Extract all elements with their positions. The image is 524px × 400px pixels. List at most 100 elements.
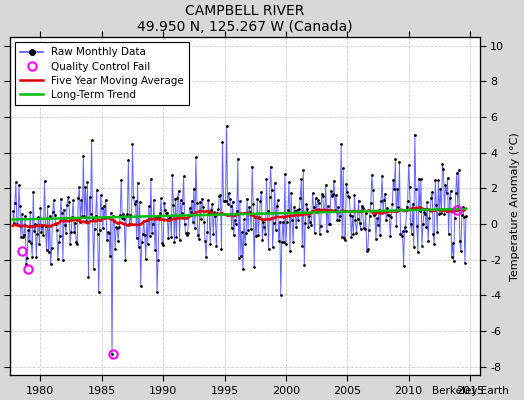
Point — [290, 204, 298, 210]
Point — [389, 176, 398, 183]
Point — [76, 219, 84, 226]
Point — [281, 171, 289, 177]
Point — [381, 190, 389, 197]
Point — [211, 213, 220, 219]
Point — [354, 198, 363, 204]
Point — [228, 198, 237, 205]
Point — [204, 197, 212, 203]
Point — [8, 208, 17, 214]
Point — [392, 223, 400, 230]
Point — [320, 208, 328, 215]
Point — [412, 186, 420, 192]
Point — [396, 231, 405, 237]
Point — [268, 244, 277, 251]
Point — [413, 222, 421, 229]
Point — [366, 213, 374, 220]
Point — [34, 214, 42, 220]
Point — [187, 208, 195, 215]
Point — [84, 274, 93, 280]
Point — [376, 232, 384, 238]
Point — [158, 240, 166, 247]
Point — [407, 221, 415, 227]
Point — [66, 241, 74, 247]
Point — [46, 213, 54, 220]
Point — [321, 207, 329, 213]
Point — [221, 198, 229, 204]
Point — [193, 200, 201, 206]
Point — [109, 213, 117, 219]
Point — [383, 205, 391, 211]
Point — [105, 230, 113, 236]
Point — [48, 245, 56, 251]
Point — [439, 166, 447, 172]
Point — [40, 178, 49, 184]
Point — [337, 141, 345, 147]
Point — [119, 210, 127, 217]
Point — [336, 213, 344, 219]
Point — [253, 196, 261, 202]
Point — [400, 224, 409, 230]
Point — [135, 244, 143, 250]
Point — [435, 211, 443, 217]
Point — [414, 176, 423, 182]
Point — [315, 231, 324, 237]
Point — [65, 198, 73, 205]
Point — [182, 232, 191, 238]
Point — [293, 207, 301, 213]
Point — [201, 238, 209, 244]
Point — [426, 206, 434, 213]
Point — [207, 206, 215, 213]
Point — [287, 189, 295, 196]
Point — [345, 194, 354, 201]
Point — [372, 236, 380, 242]
Point — [195, 236, 203, 242]
Point — [104, 229, 112, 235]
Point — [305, 213, 314, 219]
Point — [455, 167, 463, 173]
Point — [246, 208, 254, 215]
Point — [356, 226, 365, 232]
Point — [413, 249, 422, 256]
Point — [112, 224, 121, 230]
Point — [181, 230, 190, 236]
Point — [148, 230, 156, 236]
Point — [190, 186, 198, 192]
Point — [168, 172, 177, 178]
Point — [106, 253, 114, 259]
Point — [91, 226, 99, 232]
Point — [276, 218, 284, 225]
Point — [397, 233, 406, 240]
Point — [122, 212, 130, 219]
Point — [176, 236, 184, 243]
Point — [200, 218, 208, 225]
Point — [171, 196, 180, 202]
Point — [306, 219, 314, 225]
Point — [42, 247, 51, 254]
Point — [456, 238, 464, 244]
Point — [52, 227, 61, 234]
Point — [139, 218, 148, 224]
Point — [45, 249, 53, 255]
Point — [208, 201, 216, 207]
Point — [209, 231, 217, 237]
Point — [232, 221, 240, 228]
Point — [178, 200, 187, 206]
Point — [288, 217, 296, 223]
Point — [225, 196, 234, 202]
Point — [312, 209, 321, 216]
Point — [359, 225, 368, 231]
Point — [302, 201, 311, 207]
Point — [303, 206, 312, 212]
Point — [269, 220, 278, 226]
Point — [223, 201, 232, 207]
Point — [224, 190, 233, 196]
Point — [294, 217, 302, 223]
Point — [118, 215, 126, 221]
Point — [460, 214, 468, 220]
Point — [292, 224, 300, 230]
Point — [380, 196, 388, 203]
Point — [155, 214, 163, 220]
Point — [159, 242, 167, 248]
Point — [304, 224, 313, 231]
Point — [430, 241, 439, 247]
